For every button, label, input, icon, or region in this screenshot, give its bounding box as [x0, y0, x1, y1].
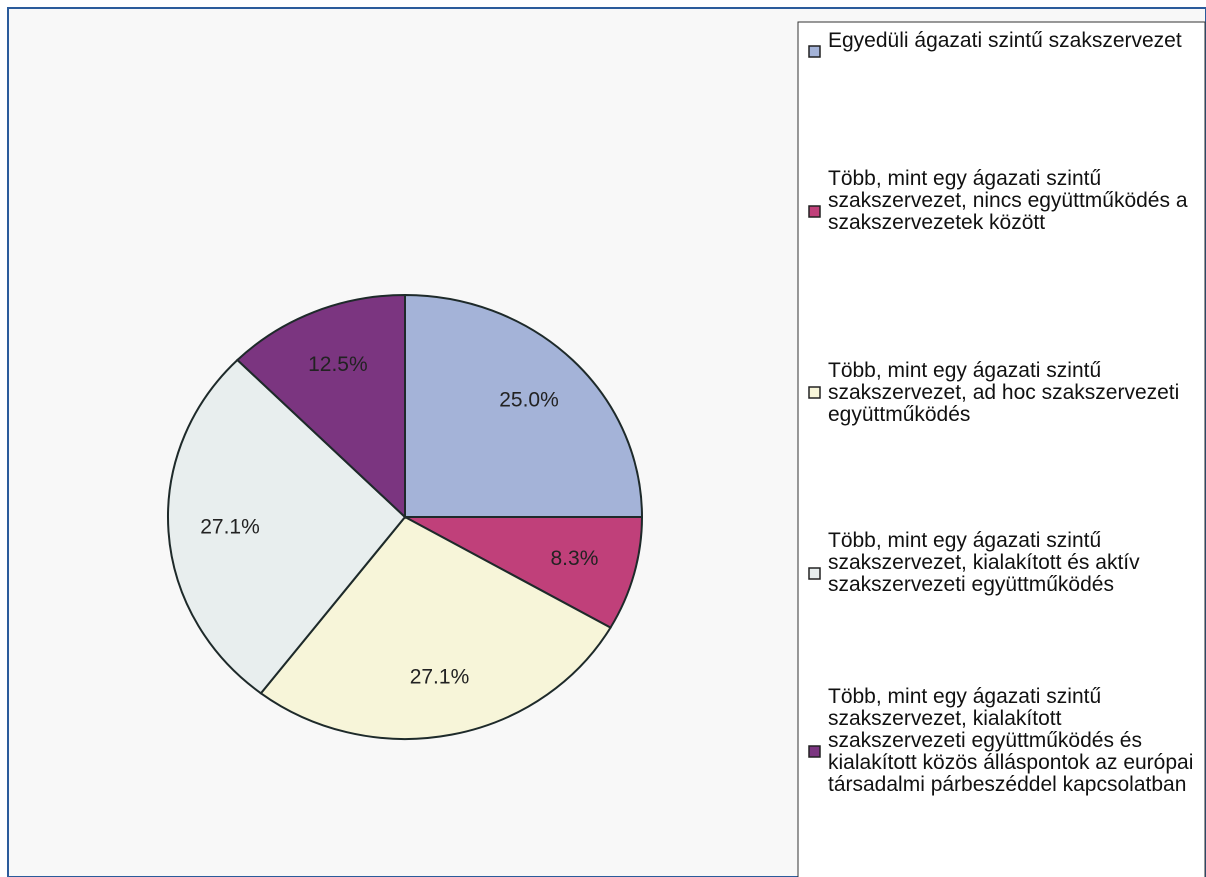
legend-marker: [808, 386, 821, 399]
legend-box: [797, 21, 1206, 877]
pie-slice: [404, 516, 644, 629]
legend-marker: [808, 745, 821, 758]
data-label: 25.0%: [499, 388, 559, 411]
data-label: 12.5%: [308, 353, 368, 376]
pie-slice: [167, 358, 407, 695]
pie-slice: [404, 293, 644, 518]
data-label: 27.1%: [200, 515, 260, 538]
legend-label: Több, mint egy ágazati szintű szakszerve…: [828, 167, 1188, 234]
legend-label: Több, mint egy ágazati szintű szakszerve…: [828, 529, 1140, 596]
legend-label: Több, mint egy ágazati szintű szakszerve…: [828, 359, 1180, 426]
legend-label: Több, mint egy ágazati szintű szakszerve…: [828, 685, 1194, 796]
legend-marker: [808, 567, 821, 580]
data-label: 27.1%: [410, 666, 470, 689]
legend-label: Egyedüli ágazati szintű szakszervezet: [828, 29, 1182, 52]
legend-marker: [808, 45, 821, 58]
legend-marker: [808, 205, 821, 218]
data-label: 8.3%: [551, 547, 599, 570]
pie-slice: [235, 293, 406, 520]
pie-slice: [259, 515, 612, 740]
